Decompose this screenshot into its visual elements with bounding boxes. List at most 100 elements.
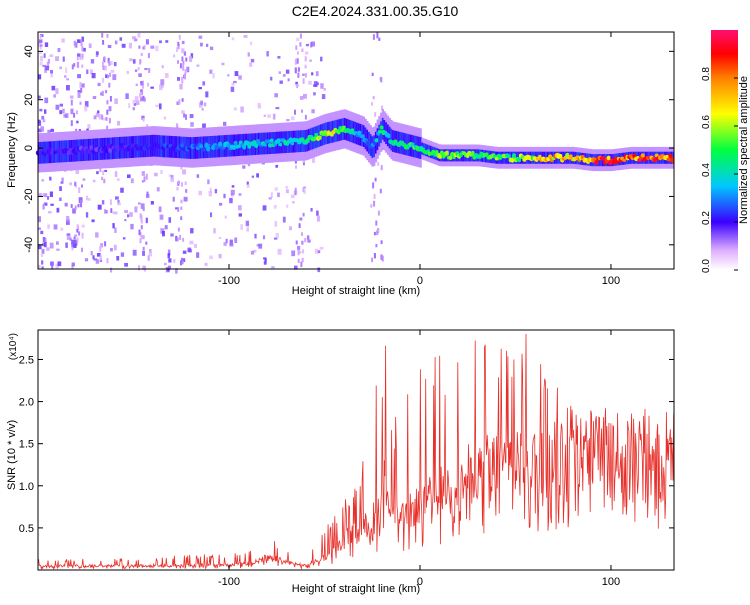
noise-cell bbox=[41, 179, 45, 182]
noise-cell bbox=[59, 197, 62, 202]
ridge-core bbox=[444, 150, 450, 156]
noise-streak-cell bbox=[294, 109, 296, 115]
noise-cell bbox=[161, 65, 164, 69]
noise-streak-cell bbox=[185, 189, 188, 193]
y-tick-label: -20 bbox=[23, 188, 35, 204]
noise-streak-cell bbox=[175, 123, 178, 128]
noise-cell bbox=[38, 128, 42, 133]
snr-series-line bbox=[37, 333, 675, 571]
noise-cell bbox=[262, 235, 266, 240]
noise-streak-cell bbox=[380, 254, 383, 260]
ridge-body bbox=[378, 124, 381, 147]
noise-cell bbox=[81, 36, 85, 42]
noise-streak-cell bbox=[380, 165, 383, 171]
noise-streak-cell bbox=[179, 63, 182, 69]
spectrogram-panel: -100 0 100 -40 -20 0 20 40 Height of straight … bbox=[6, 31, 675, 297]
noise-cell bbox=[70, 108, 74, 115]
noise-streak-cell bbox=[142, 95, 145, 101]
noise-streak-cell bbox=[181, 260, 184, 265]
noise-cell bbox=[277, 248, 282, 255]
noise-cell bbox=[150, 86, 154, 89]
noise-cell bbox=[243, 35, 248, 38]
noise-streak-cell bbox=[142, 46, 145, 50]
noise-streak-cell bbox=[370, 204, 373, 208]
noise-cell bbox=[177, 77, 180, 81]
noise-streak-cell bbox=[99, 255, 102, 261]
noise-cell bbox=[117, 202, 121, 206]
ridge-core bbox=[341, 125, 347, 130]
noise-cell bbox=[69, 182, 72, 186]
noise-cell bbox=[149, 249, 152, 253]
noise-streak-cell bbox=[81, 232, 84, 239]
noise-cell bbox=[41, 266, 44, 270]
noise-cell bbox=[71, 265, 74, 269]
noise-cell bbox=[47, 211, 52, 214]
ridge-core bbox=[163, 143, 168, 148]
noise-cell bbox=[71, 239, 76, 245]
noise-streak-cell bbox=[177, 207, 180, 212]
noise-cell bbox=[86, 69, 89, 75]
noise-cell bbox=[209, 187, 212, 194]
ridge-body bbox=[462, 149, 465, 162]
noise-cell bbox=[274, 187, 278, 191]
noise-cell bbox=[66, 78, 70, 81]
noise-streak-cell bbox=[76, 224, 79, 231]
noise-cell bbox=[40, 126, 45, 132]
noise-cell bbox=[242, 165, 246, 169]
noise-cell bbox=[65, 67, 68, 73]
noise-cell bbox=[60, 181, 64, 184]
noise-cell bbox=[150, 201, 154, 205]
ridge-core bbox=[245, 140, 250, 146]
ridge-body bbox=[280, 131, 283, 154]
ridge-core bbox=[350, 128, 355, 133]
noise-cell bbox=[173, 54, 176, 58]
noise-cell bbox=[82, 178, 86, 181]
noise-cell bbox=[100, 243, 104, 248]
noise-streak-cell bbox=[181, 77, 184, 84]
noise-cell bbox=[42, 64, 46, 68]
noise-cell bbox=[305, 51, 309, 55]
noise-cell bbox=[167, 268, 170, 272]
noise-cell bbox=[63, 114, 68, 118]
noise-cell bbox=[247, 52, 250, 57]
noise-cell bbox=[274, 221, 278, 227]
ridge-core bbox=[199, 144, 204, 149]
noise-cell bbox=[49, 242, 54, 249]
noise-cell bbox=[138, 73, 142, 78]
noise-cell bbox=[193, 243, 198, 249]
noise-streak-cell bbox=[147, 82, 150, 87]
noise-cell bbox=[45, 65, 50, 71]
noise-cell bbox=[132, 107, 135, 111]
ridge-core bbox=[218, 141, 223, 147]
noise-streak-cell bbox=[146, 191, 149, 197]
noise-cell bbox=[263, 261, 267, 265]
noise-streak-cell bbox=[142, 207, 145, 211]
noise-streak-cell bbox=[297, 249, 300, 256]
spectrogram-x-axis-label: Height of straight line (km) bbox=[292, 285, 420, 297]
noise-cell bbox=[311, 41, 316, 47]
noise-streak-cell bbox=[302, 78, 305, 84]
noise-cell bbox=[229, 239, 233, 246]
noise-streak-cell bbox=[180, 257, 183, 262]
noise-cell bbox=[250, 251, 255, 255]
noise-cell bbox=[92, 179, 96, 183]
noise-cell bbox=[287, 78, 290, 82]
noise-cell bbox=[267, 114, 271, 118]
noise-streak-cell bbox=[147, 53, 150, 58]
noise-streak-cell bbox=[376, 32, 379, 39]
noise-cell bbox=[198, 190, 202, 196]
noise-streak-cell bbox=[108, 117, 111, 124]
y-tick-label: 20 bbox=[23, 94, 35, 106]
noise-streak-cell bbox=[304, 73, 307, 78]
noise-streak-cell bbox=[139, 238, 142, 244]
noise-streak-cell bbox=[182, 64, 185, 71]
noise-cell bbox=[77, 53, 81, 57]
ridge-core bbox=[89, 145, 94, 150]
noise-cell bbox=[264, 258, 267, 262]
y-tick-label: 2.5 bbox=[19, 354, 34, 366]
noise-cell bbox=[76, 61, 80, 68]
noise-cell bbox=[231, 185, 235, 188]
ridge-core bbox=[670, 157, 675, 163]
noise-cell bbox=[182, 258, 186, 263]
snr-y-ticks: 0.5 1.0 1.5 2.0 2.5 bbox=[19, 354, 674, 535]
